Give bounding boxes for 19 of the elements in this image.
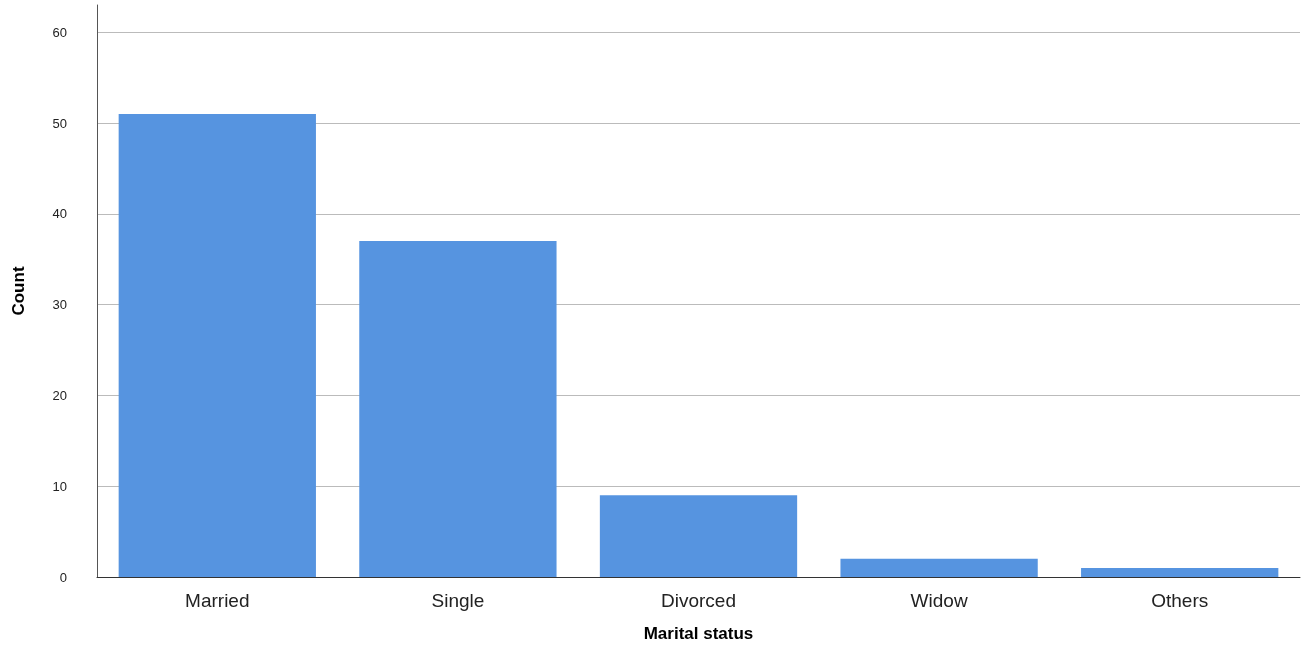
x-axis-title: Marital status (643, 624, 754, 643)
bar (359, 241, 557, 577)
y-tick-label: 60 (52, 24, 67, 40)
y-axis-title: Count (9, 266, 28, 316)
y-tick-label: 50 (52, 115, 67, 131)
x-tick-label: Married (185, 590, 250, 611)
y-tick-label: 40 (52, 206, 67, 222)
y-tick-label: 20 (52, 387, 67, 403)
bar (1081, 567, 1279, 577)
x-tick-label: Widow (910, 590, 968, 611)
bar (118, 113, 316, 577)
bar (840, 558, 1038, 577)
y-tick-label: 0 (59, 569, 67, 585)
x-tick-label: Divorced (661, 590, 736, 611)
x-tick-label: Others (1151, 590, 1209, 611)
x-tick-label: Single (431, 590, 485, 611)
bar (599, 495, 798, 577)
y-tick-label: 10 (52, 478, 67, 494)
y-tick-label: 30 (52, 297, 67, 313)
